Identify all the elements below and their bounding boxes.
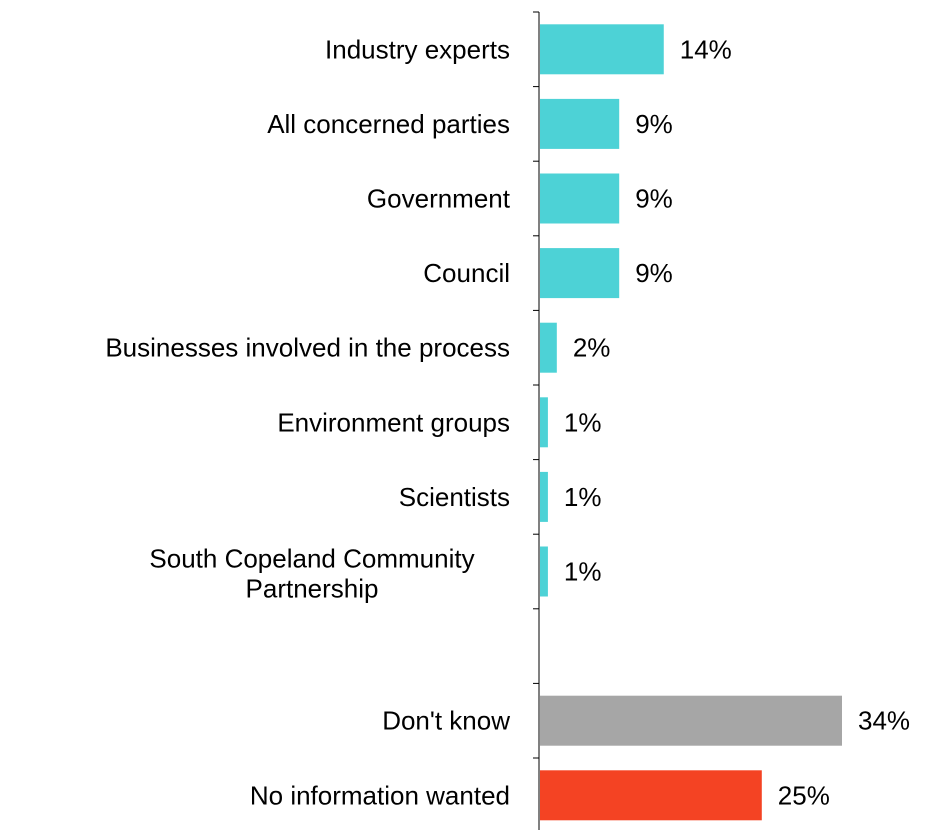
category-label-line: Partnership (246, 574, 379, 604)
value-label: 25% (778, 780, 830, 810)
category-label-line: South Copeland Community (149, 544, 474, 574)
value-label: 1% (564, 557, 602, 587)
bar (540, 24, 664, 75)
bar (540, 98, 620, 149)
bar (540, 248, 620, 299)
value-label: 9% (635, 258, 673, 288)
axis-layer (533, 11, 540, 830)
category-label: Council (423, 258, 510, 288)
bar (540, 397, 548, 448)
bar (540, 695, 842, 746)
value-labels-layer: 14% 9% 9% 9% 2% 1% 1% 1% 34% 25% (564, 34, 910, 810)
category-label: Scientists (399, 482, 510, 512)
bar (540, 546, 548, 597)
category-label: All concerned parties (267, 109, 510, 139)
category-label: South Copeland Community Partnership (149, 544, 474, 604)
value-label: 1% (564, 407, 602, 437)
category-label: Environment groups (277, 407, 510, 437)
category-label: No information wanted (250, 780, 510, 810)
value-label: 9% (635, 184, 673, 214)
value-label: 34% (858, 706, 910, 736)
value-label: 9% (635, 109, 673, 139)
value-label: 1% (564, 482, 602, 512)
bar (540, 471, 548, 522)
category-label: Don't know (382, 706, 510, 736)
bar (540, 770, 762, 821)
category-labels-layer: Industry experts All concerned parties Gov… (105, 34, 510, 810)
category-label: Businesses involved in the process (105, 333, 510, 363)
category-label: Industry experts (325, 34, 510, 64)
category-label: Government (367, 184, 511, 214)
bar (540, 173, 620, 224)
bars-layer (540, 24, 842, 821)
value-label: 2% (573, 333, 611, 363)
bar (540, 322, 557, 373)
value-label: 14% (680, 34, 732, 64)
